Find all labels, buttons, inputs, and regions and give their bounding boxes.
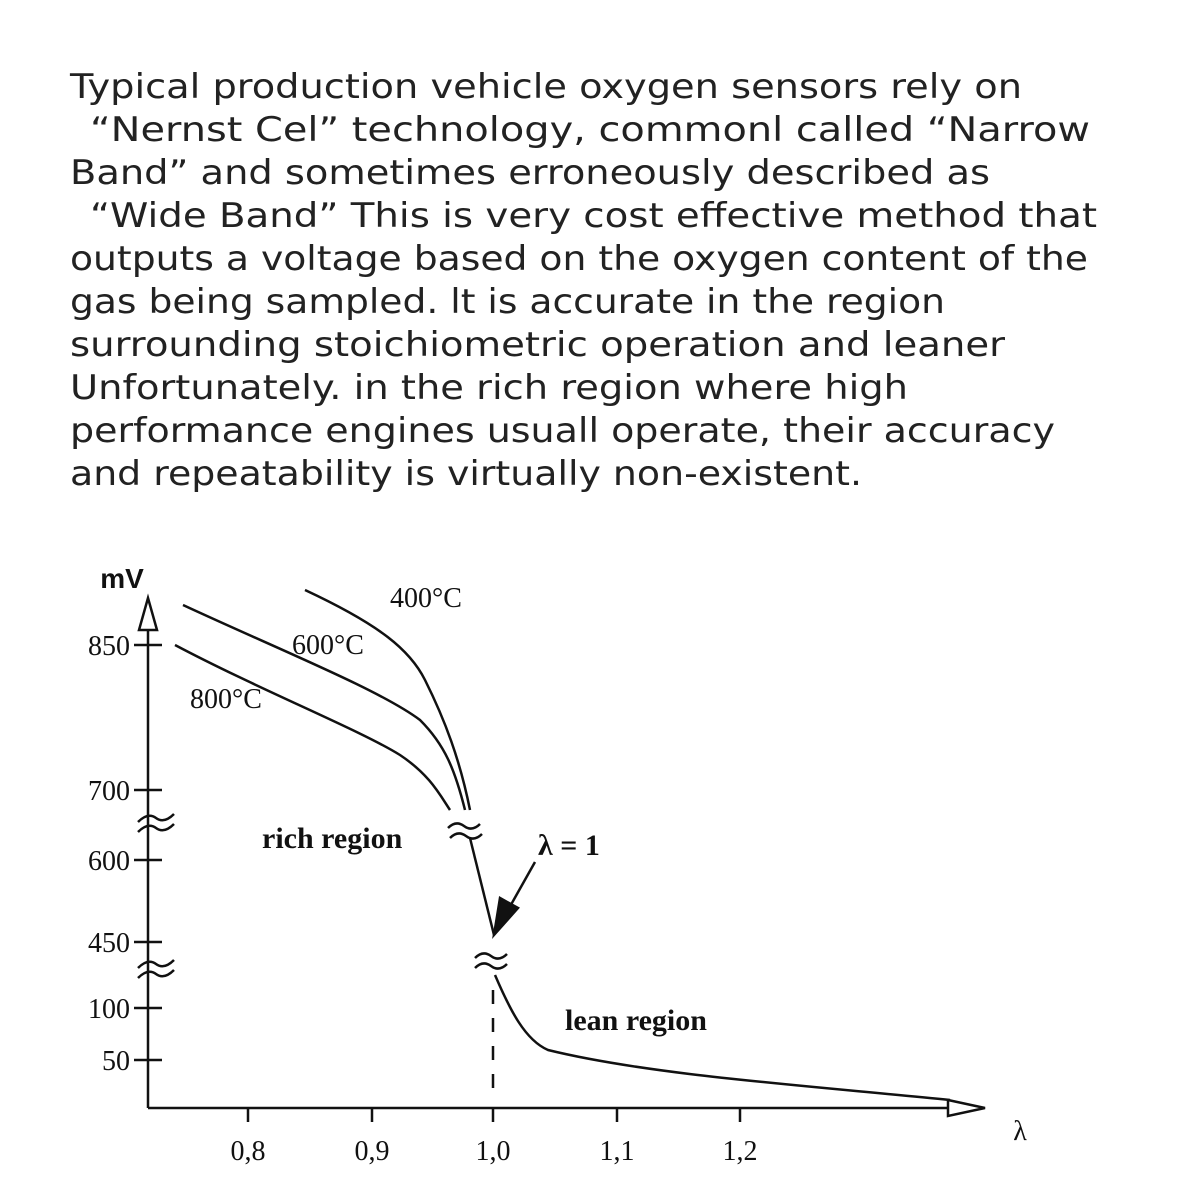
curve-label: 800°C (190, 684, 262, 715)
paragraph-line: and repeatability is virtually non-exist… (70, 454, 862, 494)
curve-label: 400°C (390, 583, 462, 614)
y-tick-label: 450 (88, 928, 130, 959)
x-tick-label: 1,1 (600, 1136, 635, 1167)
rich-label: rich region (262, 822, 403, 855)
paragraph-line: Unfortunately. in the rich region where … (70, 368, 908, 408)
curve-label: 600°C (292, 630, 364, 661)
x-tick-label: 0,8 (231, 1136, 266, 1167)
lambda-arrowhead (492, 896, 520, 940)
y-tick-label: 850 (88, 631, 130, 662)
paragraph-line: surrounding stoichiometric operation and… (70, 325, 1005, 365)
x-tick-label: 0,9 (355, 1136, 390, 1167)
paragraph-line: gas being sampled. lt is accurate in the… (70, 282, 945, 322)
axis-break (137, 813, 175, 833)
curve-800 (174, 643, 452, 811)
paragraph-line: Typical production vehicle oxygen sensor… (69, 67, 1022, 107)
paragraph-line: “Wide Band” This is very cost effective … (90, 196, 1097, 236)
paragraph: Typical production vehicle oxygen sensor… (69, 67, 1097, 494)
y-arrow (137, 593, 159, 632)
y-tick-label: 50 (102, 1046, 130, 1077)
lean-curve (493, 974, 951, 1102)
steep-segment (468, 837, 496, 936)
paragraph-line: Band” and sometimes erroneously describe… (70, 153, 990, 193)
curve-400 (304, 588, 472, 811)
paragraph-line: “Nernst Cel” technology, commonl called … (90, 110, 1090, 150)
x-arrow (946, 1098, 986, 1118)
paragraph-line: outputs a voltage based on the oxygen co… (70, 239, 1088, 279)
lambda-label: λ = 1 (538, 829, 600, 862)
x-tick-label: 1,2 (723, 1136, 758, 1167)
y-tick-label: 700 (88, 776, 130, 807)
x-tick-label: 1,0 (476, 1136, 511, 1167)
y-tick-label: 100 (88, 994, 130, 1025)
lambda-arrow (506, 861, 537, 911)
y-axis-label: mV (100, 563, 144, 594)
diagram-text: 850 700 600 450 100 50 0,8 0,9 1,0 1,1 1,2 mV λ 400°C… (88, 563, 1027, 1167)
paragraph-line: performance engines usuall operate, thei… (70, 411, 1055, 451)
lean-label: lean region (565, 1004, 707, 1037)
x-axis-label: λ (1013, 1116, 1027, 1147)
diagram (137, 588, 986, 1118)
curve-600 (182, 603, 467, 811)
axis-break (137, 959, 175, 979)
curve-break (474, 952, 508, 970)
y-tick-label: 600 (88, 846, 130, 877)
curve-break (447, 822, 483, 840)
